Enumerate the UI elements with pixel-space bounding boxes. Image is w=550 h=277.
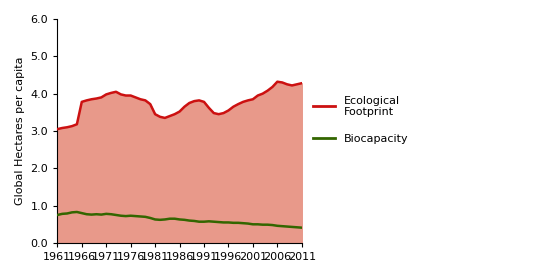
Y-axis label: Global Hectares per capita: Global Hectares per capita [15, 57, 25, 205]
Legend: Ecological
Footprint, Biocapacity: Ecological Footprint, Biocapacity [310, 92, 412, 147]
